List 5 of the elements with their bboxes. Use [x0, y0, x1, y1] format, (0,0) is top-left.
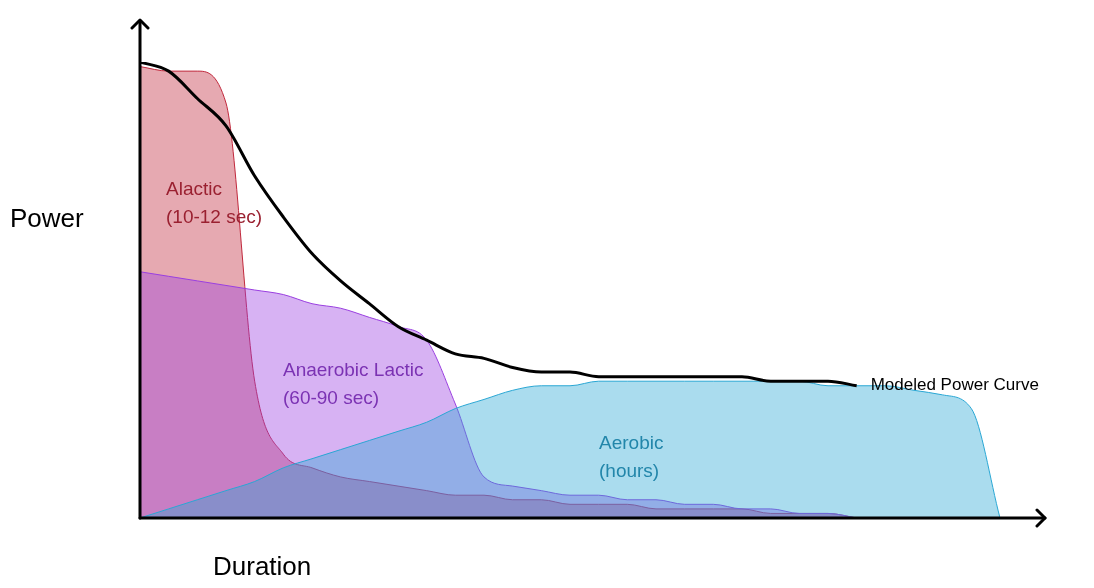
y-axis-title: Power	[10, 203, 85, 234]
series-label: Aerobic (hours)	[599, 432, 664, 482]
x-axis-title: Duration	[213, 551, 312, 582]
series-label: Anaerobic Lactic (60-90 sec)	[283, 359, 424, 409]
series-label: Modeled Power Curve	[870, 375, 1039, 395]
